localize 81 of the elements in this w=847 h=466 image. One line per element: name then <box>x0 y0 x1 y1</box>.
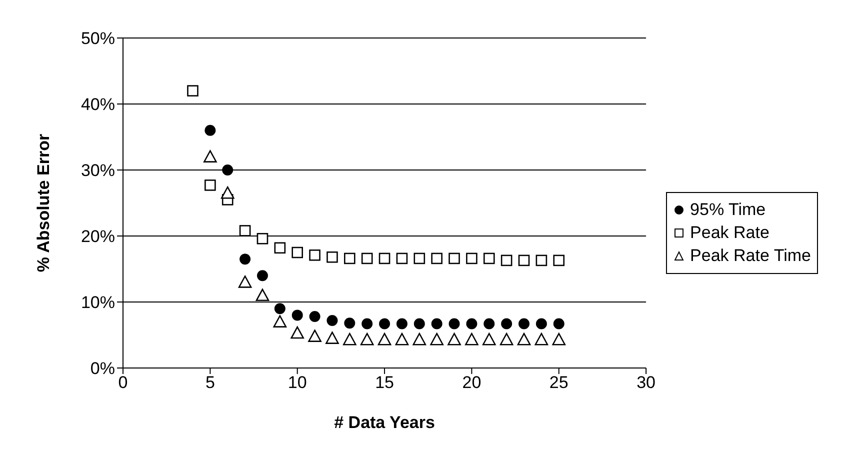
point <box>430 332 444 346</box>
point <box>239 225 251 236</box>
point <box>466 318 478 330</box>
x-axis-title: # Data Years <box>334 413 435 432</box>
point <box>500 332 514 346</box>
point <box>361 252 373 264</box>
point <box>553 318 564 330</box>
point <box>344 318 356 329</box>
point <box>536 254 548 266</box>
point <box>292 246 303 258</box>
point <box>292 310 303 321</box>
point <box>274 242 286 254</box>
point <box>483 252 495 264</box>
point <box>448 252 460 264</box>
point <box>534 332 548 346</box>
x-tick-label: 15 <box>375 373 394 392</box>
point <box>273 315 287 328</box>
point <box>431 318 442 330</box>
point <box>187 85 198 96</box>
point <box>395 332 409 346</box>
point <box>484 318 495 330</box>
point <box>256 288 270 302</box>
point <box>518 254 530 266</box>
y-tick-label: 10% <box>80 293 115 312</box>
point <box>378 252 390 264</box>
point <box>448 332 461 346</box>
x-tick-label: 10 <box>288 373 307 392</box>
point <box>482 332 496 346</box>
point <box>220 186 234 199</box>
point <box>501 318 512 330</box>
legend-label: Peak Rate <box>690 223 770 243</box>
point <box>552 332 566 346</box>
point <box>204 124 216 136</box>
y-tick-label: 0% <box>90 359 115 378</box>
point <box>204 150 217 162</box>
point <box>344 252 356 264</box>
y-axis-title: % Absolute Error <box>34 134 54 272</box>
y-tick-label: 40% <box>80 95 115 114</box>
point <box>222 164 234 176</box>
point <box>448 318 460 330</box>
x-tick-label: 25 <box>549 373 568 392</box>
point <box>466 252 478 264</box>
point <box>360 332 374 346</box>
point <box>326 314 338 326</box>
y-tick-label: 50% <box>80 29 115 48</box>
point <box>290 326 304 339</box>
point <box>256 270 268 282</box>
point <box>396 318 408 330</box>
point <box>309 311 320 322</box>
point <box>274 303 286 314</box>
point <box>414 318 425 330</box>
point <box>256 232 268 244</box>
point <box>309 249 320 261</box>
point <box>326 332 339 344</box>
point <box>500 254 512 266</box>
point <box>414 252 426 264</box>
point <box>238 276 252 288</box>
point <box>343 332 356 346</box>
x-tick-label: 20 <box>462 373 482 392</box>
x-tick-label: 5 <box>205 373 215 392</box>
y-tick-label: 30% <box>80 161 115 180</box>
point <box>396 252 408 264</box>
point <box>553 254 565 266</box>
point <box>431 252 442 264</box>
y-tick-label: 20% <box>80 227 115 246</box>
point <box>536 318 547 330</box>
point <box>379 318 390 330</box>
point <box>517 332 531 346</box>
point <box>412 332 426 346</box>
point <box>362 318 373 330</box>
point <box>204 180 216 191</box>
point <box>518 318 530 330</box>
point <box>240 254 251 265</box>
point <box>308 330 322 342</box>
x-tick-label: 30 <box>636 373 656 392</box>
point <box>326 251 338 263</box>
legend-label: 95% Time <box>690 200 766 220</box>
x-tick-label: 0 <box>118 373 128 392</box>
point <box>378 332 392 346</box>
point <box>465 332 478 346</box>
legend-label: Peak Rate Time <box>690 246 811 266</box>
